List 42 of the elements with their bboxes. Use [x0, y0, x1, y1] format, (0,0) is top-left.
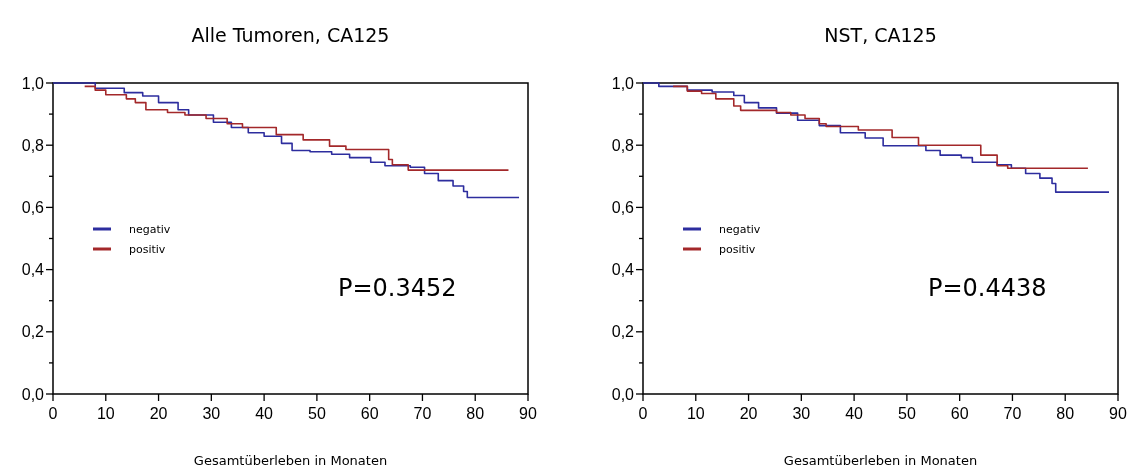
x-tick-label: 10 [96, 405, 115, 422]
x-tick-label: 30 [202, 405, 221, 422]
chart-title: NST, CA125 [824, 24, 937, 46]
x-tick-label: 20 [739, 405, 758, 422]
annotation: P=0.3452 [338, 274, 457, 302]
x-tick-label: 10 [686, 405, 705, 422]
x-tick-label: 40 [255, 405, 274, 422]
annotation: P=0.4438 [928, 274, 1047, 302]
legend-label: negativ [129, 222, 171, 236]
y-tick-label: 0,8 [611, 136, 635, 154]
x-tick-label: 40 [845, 405, 864, 422]
x-tick-label: 50 [307, 405, 326, 422]
x-tick-label: 70 [1003, 405, 1022, 422]
y-tick-label: 0,6 [21, 199, 45, 216]
y-tick-label: 0,8 [21, 136, 45, 154]
x-tick-label: 80 [466, 405, 485, 422]
x-tick-label: 80 [1056, 405, 1075, 422]
legend-label: positiv [719, 242, 756, 256]
legend-label: negativ [719, 222, 761, 236]
y-tick-label: 0,0 [21, 385, 45, 403]
y-tick-label: 0,0 [611, 385, 635, 403]
chart-title: Alle Tumoren, CA125 [191, 24, 390, 46]
x-tick-label: 30 [792, 405, 811, 422]
y-tick-label: 0,4 [21, 261, 45, 279]
x-axis-title: Gesamtüberleben in Monaten [783, 453, 978, 468]
x-tick-label: 60 [360, 405, 379, 422]
x-tick-label: 0 [638, 405, 648, 422]
x-tick-label: 20 [149, 405, 168, 422]
x-tick-label: 70 [413, 405, 432, 422]
y-tick-label: 0,4 [611, 261, 635, 279]
y-tick-label: 1,0 [21, 74, 45, 92]
x-tick-label: 90 [519, 405, 537, 422]
y-tick-label: 0,2 [611, 323, 635, 341]
x-tick-label: 60 [950, 405, 969, 422]
y-tick-label: 0,2 [21, 323, 45, 341]
x-axis-title: Gesamtüberleben in Monaten [193, 453, 388, 468]
x-tick-label: 50 [897, 405, 916, 422]
x-tick-label: 0 [48, 405, 58, 422]
legend-label: positiv [129, 242, 166, 256]
y-tick-label: 0,6 [611, 199, 635, 216]
y-tick-label: 1,0 [611, 74, 635, 92]
x-tick-label: 90 [1109, 405, 1127, 422]
